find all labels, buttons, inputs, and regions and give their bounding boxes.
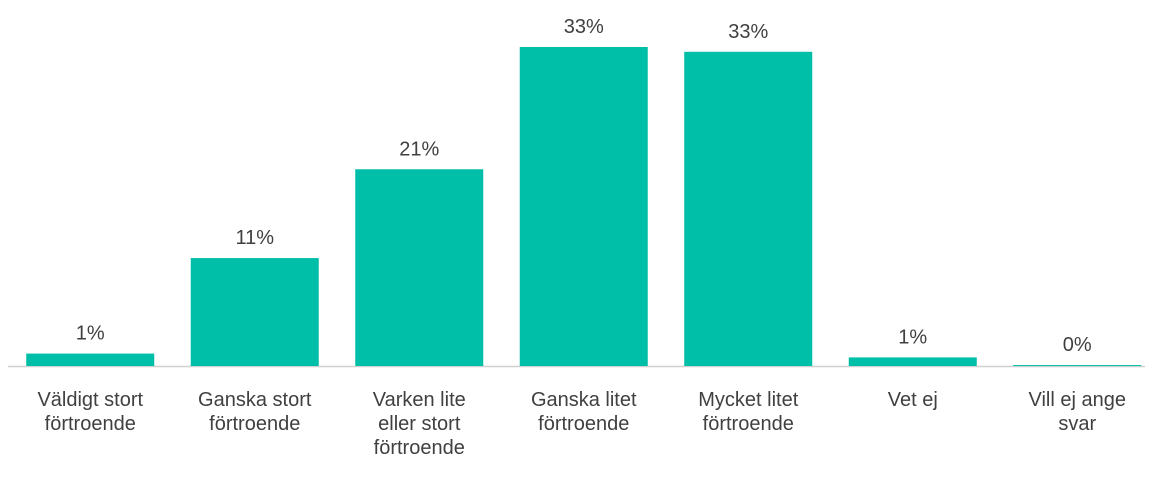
data-label: 1%	[76, 323, 105, 345]
bar	[26, 353, 155, 366]
bar	[519, 47, 648, 366]
data-label: 21%	[399, 138, 439, 160]
x-tick-label: Vill ej ange svar	[1028, 389, 1126, 435]
x-tick-label: Ganska litet förtroende	[530, 389, 637, 435]
data-label: 0%	[1063, 334, 1092, 356]
bar	[1013, 365, 1142, 367]
data-label: 33%	[728, 21, 768, 43]
bar	[355, 169, 484, 366]
x-tick-label: Mycket litet förtroende	[698, 389, 799, 435]
x-tick-label: Vet ej	[887, 389, 938, 411]
bar	[684, 51, 813, 366]
bar	[848, 357, 977, 366]
x-tick-label: Ganska stort förtroende	[198, 389, 312, 435]
x-tick-label: Väldigt stort förtroende	[37, 389, 144, 435]
data-label: 1%	[898, 326, 927, 348]
data-label: 11%	[235, 227, 274, 249]
data-label: 33%	[564, 16, 604, 38]
x-tick-label: Varken lite eller stort förtroende	[372, 389, 466, 459]
bar	[190, 258, 319, 366]
